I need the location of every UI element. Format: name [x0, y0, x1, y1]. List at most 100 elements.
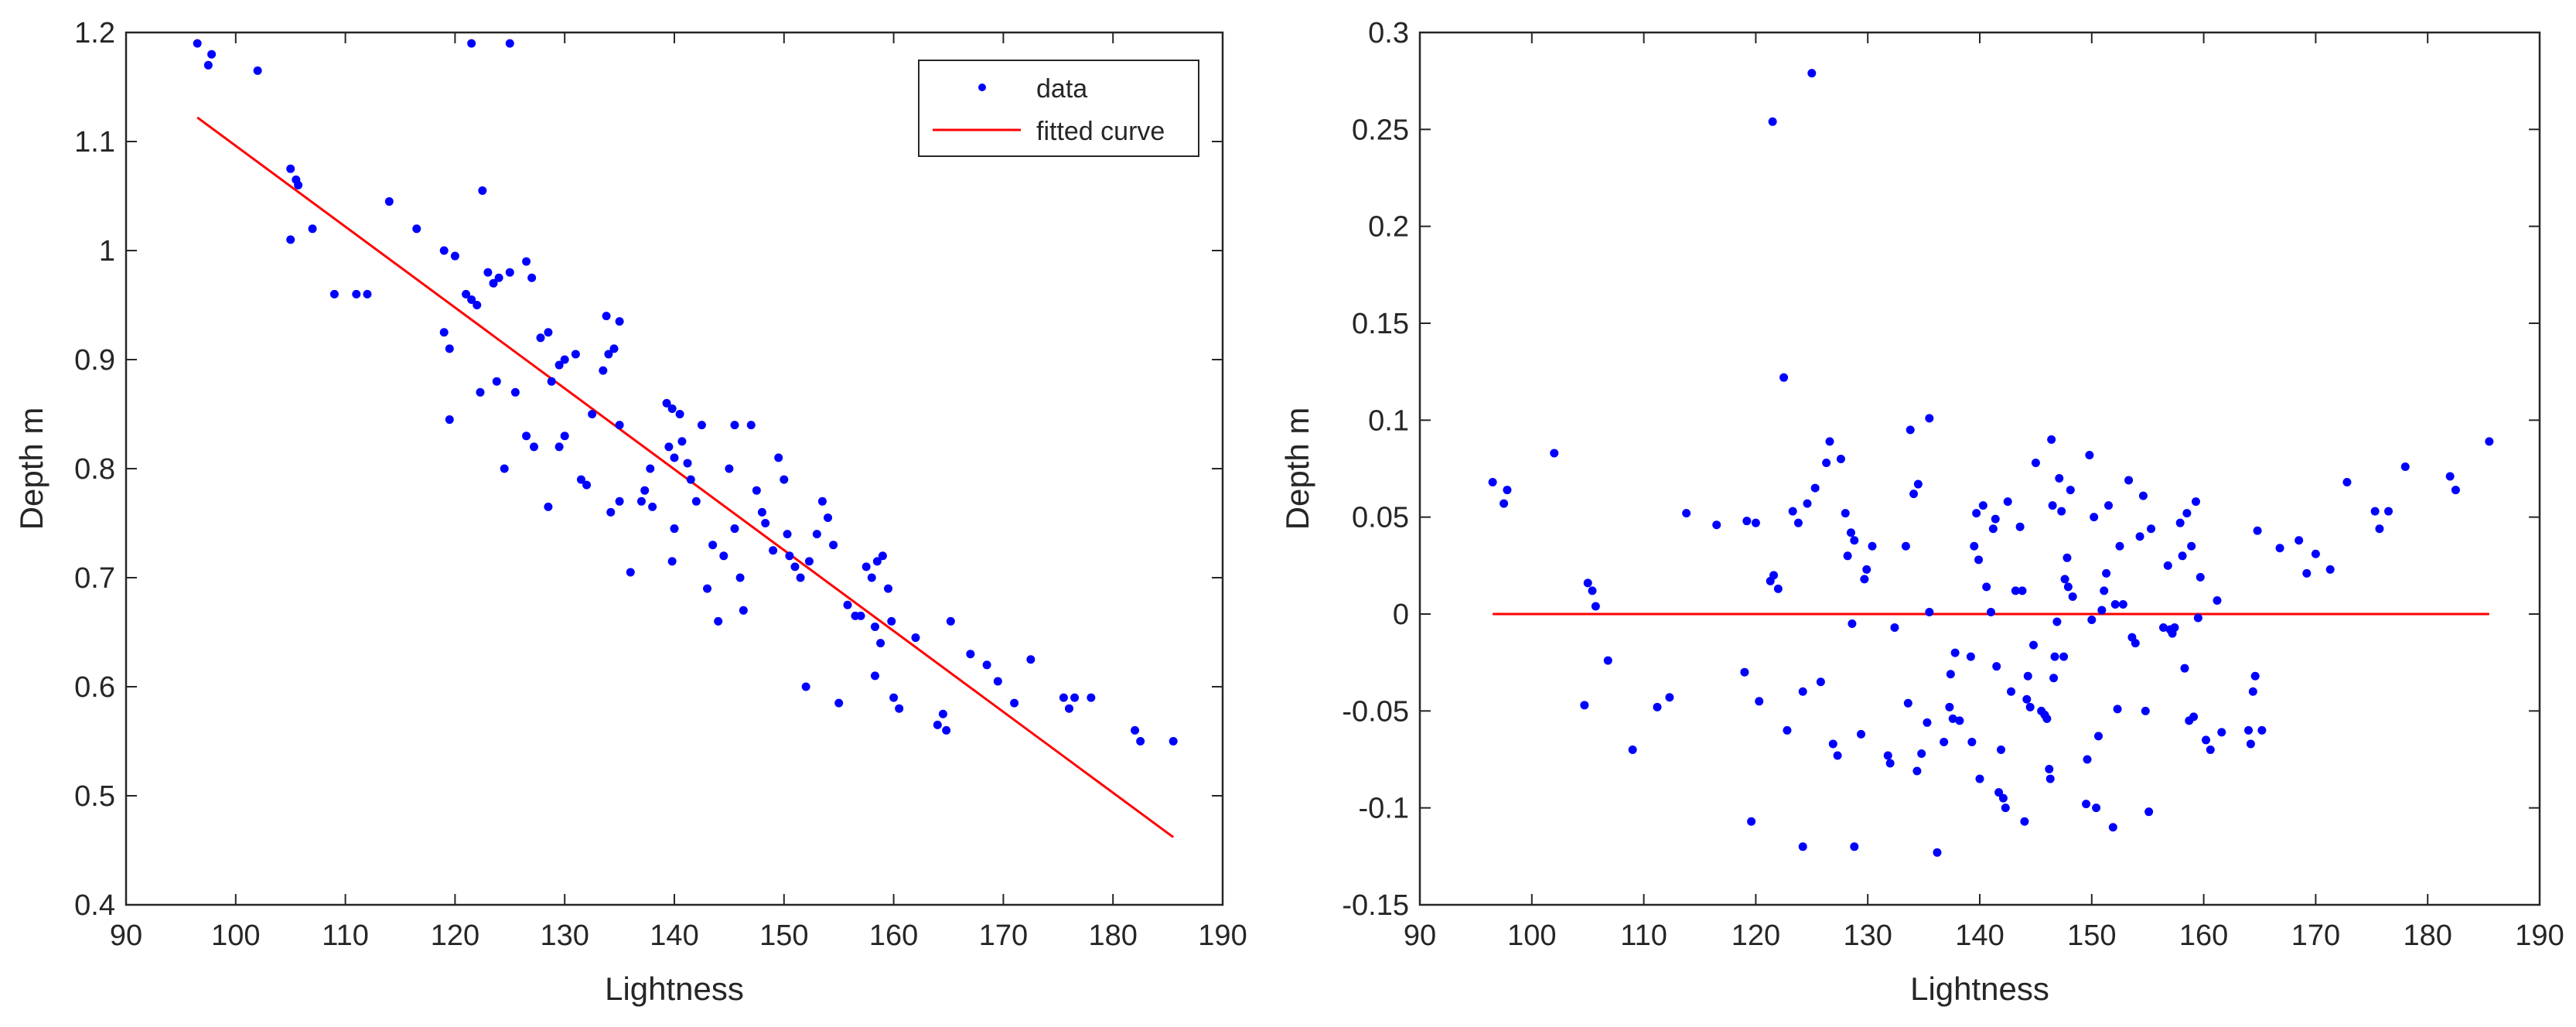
- left-data-point: [588, 410, 597, 418]
- left-data-point: [445, 415, 454, 425]
- right-data-point: [2302, 568, 2312, 578]
- right-data-point: [1550, 449, 1559, 458]
- right-data-point: [2020, 817, 2029, 826]
- left-data-point: [626, 568, 635, 577]
- right-x-tick-label: 170: [2291, 920, 2340, 952]
- right-data-point: [2045, 774, 2055, 783]
- right-y-tick-label: 0.1: [1368, 404, 1409, 437]
- left-y-tick-label: 0.6: [74, 671, 115, 704]
- right-data-point: [1682, 509, 1691, 518]
- left-data-point: [560, 355, 569, 364]
- left-data-point: [363, 289, 372, 299]
- left-data-point: [812, 530, 821, 539]
- left-data-point: [476, 387, 485, 397]
- left-y-tick-label: 1: [99, 235, 115, 268]
- right-data-point: [2082, 800, 2091, 809]
- right-data-point: [1913, 479, 1923, 489]
- left-x-tick-label: 130: [540, 920, 589, 952]
- right-data-point: [1828, 739, 1837, 749]
- right-data-point: [2158, 623, 2168, 633]
- right-data-point: [2182, 509, 2192, 518]
- left-data-point: [670, 453, 679, 462]
- right-data-point: [1751, 518, 1760, 527]
- right-data-point: [1901, 541, 1910, 551]
- right-data-point: [2311, 549, 2320, 558]
- left-data-point: [824, 513, 833, 522]
- left-y-tick-label: 0.7: [74, 562, 115, 595]
- left-data-point: [739, 606, 748, 615]
- left-data-point: [870, 671, 879, 681]
- right-data-point: [2250, 671, 2260, 681]
- right-data-point: [1503, 486, 1512, 495]
- right-data-point: [2015, 522, 2025, 531]
- legend-entry-data: data: [1036, 74, 1087, 104]
- left-data-point: [843, 600, 852, 609]
- left-data-point: [746, 421, 756, 430]
- right-data-point: [2325, 565, 2335, 574]
- right-data-point: [2144, 807, 2154, 817]
- left-data-point: [193, 39, 202, 48]
- right-x-tick-label: 150: [2067, 920, 2116, 952]
- right-data-point: [1768, 117, 1777, 126]
- left-data-point: [691, 496, 701, 506]
- right-data-point: [2068, 592, 2077, 601]
- right-data-point: [2295, 536, 2304, 545]
- right-data-point: [1822, 458, 1831, 467]
- left-data-point: [884, 584, 893, 593]
- left-data-point: [286, 164, 295, 173]
- left-data-point: [757, 507, 766, 517]
- left-data-point: [887, 616, 896, 626]
- left-data-point: [329, 289, 339, 299]
- left-data-point: [478, 186, 487, 195]
- right-data-point: [2083, 755, 2092, 764]
- right-y-tick-label: 0.2: [1368, 211, 1409, 244]
- left-data-point: [609, 344, 619, 353]
- left-data-point: [725, 464, 734, 473]
- left-data-point: [911, 633, 920, 643]
- left-data-point: [870, 622, 879, 631]
- right-data-point: [1836, 454, 1845, 463]
- right-data-point: [2248, 687, 2257, 696]
- left-data-point: [560, 432, 569, 441]
- right-data-point: [1628, 745, 1637, 754]
- left-data-point: [571, 350, 580, 359]
- left-data-point: [384, 197, 394, 206]
- left-data-point: [467, 295, 476, 304]
- right-data-point: [1923, 718, 1932, 727]
- right-data-point: [2047, 435, 2056, 444]
- left-data-point: [938, 709, 947, 718]
- right-data-point: [2170, 623, 2179, 633]
- right-data-point: [2370, 507, 2380, 516]
- right-data-point: [1970, 541, 1979, 551]
- left-data-point: [730, 524, 739, 534]
- right-data-point: [2187, 541, 2196, 551]
- right-data-point: [2023, 671, 2032, 681]
- left-data-point: [677, 437, 687, 446]
- left-data-point: [604, 350, 613, 359]
- right-y-tick-label: 0: [1393, 599, 1409, 631]
- left-data-point: [253, 66, 262, 75]
- right-data-point: [1783, 725, 1792, 735]
- left-data-point: [817, 496, 827, 506]
- left-data-point: [730, 421, 739, 430]
- right-data-point: [2178, 551, 2187, 561]
- right-x-tick-label: 100: [1507, 920, 1556, 952]
- right-data-point: [2196, 572, 2205, 582]
- left-y-tick-label: 0.4: [74, 889, 115, 922]
- left-x-tick-label: 170: [979, 920, 1028, 952]
- left-y-tick-label: 0.8: [74, 453, 115, 486]
- left-data-point: [1131, 725, 1140, 735]
- right-data-point: [2141, 706, 2150, 715]
- left-data-point: [544, 328, 553, 337]
- left-data-point: [683, 459, 692, 468]
- right-data-point: [1850, 842, 1859, 851]
- right-data-point: [2063, 582, 2073, 592]
- left-data-point: [636, 496, 646, 506]
- right-data-point: [2244, 725, 2254, 735]
- left-data-point: [547, 377, 556, 386]
- right-x-tick-label: 90: [1404, 920, 1436, 952]
- right-data-point: [2052, 617, 2062, 626]
- left-data-point: [982, 660, 991, 670]
- right-data-point: [1998, 793, 2008, 803]
